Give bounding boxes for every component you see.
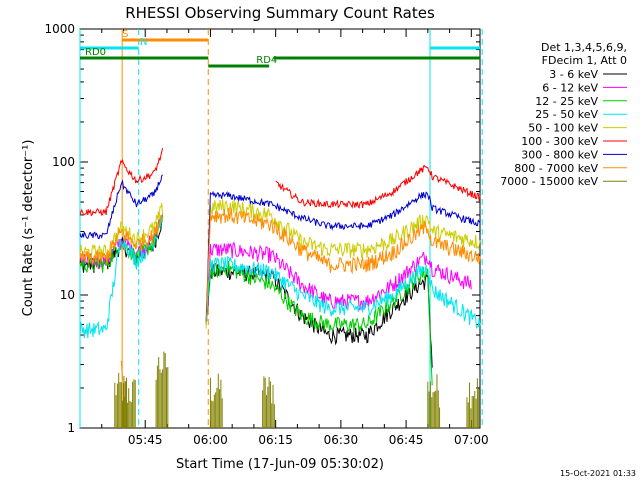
x-tick-label: 05:45 bbox=[128, 433, 163, 447]
x-tick-label: 06:30 bbox=[324, 433, 359, 447]
flag-label: RD4 bbox=[256, 55, 277, 66]
x-tick-label: 06:45 bbox=[389, 433, 424, 447]
orange-noise-mark bbox=[120, 360, 124, 380]
legend-label: 50 - 100 keV bbox=[528, 122, 598, 135]
series-800-7000-kev-line bbox=[205, 207, 481, 321]
x-tick-label: 06:15 bbox=[258, 433, 293, 447]
y-tick-label: 10 bbox=[60, 288, 75, 302]
legend-label: 6 - 12 keV bbox=[542, 81, 598, 94]
flag-label: S bbox=[122, 29, 128, 40]
x-tick-label: 07:00 bbox=[454, 433, 489, 447]
series-300-800-kev-line bbox=[79, 174, 163, 239]
legend-label: 3 - 6 keV bbox=[549, 68, 598, 81]
series-800-7000-kev-line bbox=[79, 214, 164, 266]
series-25-50-kev-line bbox=[79, 215, 164, 339]
series-100-300-kev-line bbox=[275, 164, 481, 209]
legend-label: 100 - 300 keV bbox=[521, 135, 598, 148]
legend-header-line-2: FDecim 1, Att 0 bbox=[542, 54, 627, 67]
series-12-25-kev-line bbox=[79, 215, 164, 273]
legend-label: 7000 - 15000 keV bbox=[500, 175, 598, 188]
flag-label: N bbox=[140, 37, 147, 48]
x-axis-label: Start Time (17-Jun-09 05:30:02) bbox=[176, 457, 384, 472]
plot-layer: 1 10 100 1000 05:45 06:00 06:15 06:30 06:45 07:00… bbox=[44, 22, 627, 447]
series-100-300-kev-line bbox=[79, 147, 164, 217]
timestamp: 15-Oct-2021 01:33 bbox=[560, 469, 636, 478]
y-tick-label: 100 bbox=[52, 155, 75, 169]
y-axis-label: Count Rate (s⁻¹ detector⁻¹) bbox=[21, 140, 36, 317]
legend-header-line-1: Det 1,3,4,5,6,9, bbox=[541, 41, 627, 54]
y-tick-label: 1000 bbox=[44, 22, 75, 36]
y-tick-label: 1 bbox=[67, 421, 75, 435]
series-50-100-kev-line bbox=[205, 199, 481, 329]
legend-label: 25 - 50 keV bbox=[535, 108, 598, 121]
series-12-25-kev-line bbox=[205, 260, 433, 386]
series-6-12-kev-line bbox=[205, 241, 472, 325]
legend-label: 300 - 800 keV bbox=[521, 148, 598, 161]
legend-label: 12 - 25 keV bbox=[535, 95, 598, 108]
flag-label: RD0 bbox=[85, 47, 106, 58]
x-tick-label: 06:00 bbox=[193, 433, 228, 447]
series-300-800-kev-line bbox=[205, 190, 481, 322]
chart-title: RHESSI Observing Summary Count Rates bbox=[125, 4, 435, 22]
legend-label: 800 - 7000 keV bbox=[514, 162, 598, 175]
series-25-50-kev-line bbox=[205, 255, 481, 329]
series-50-100-kev-line bbox=[79, 202, 164, 261]
